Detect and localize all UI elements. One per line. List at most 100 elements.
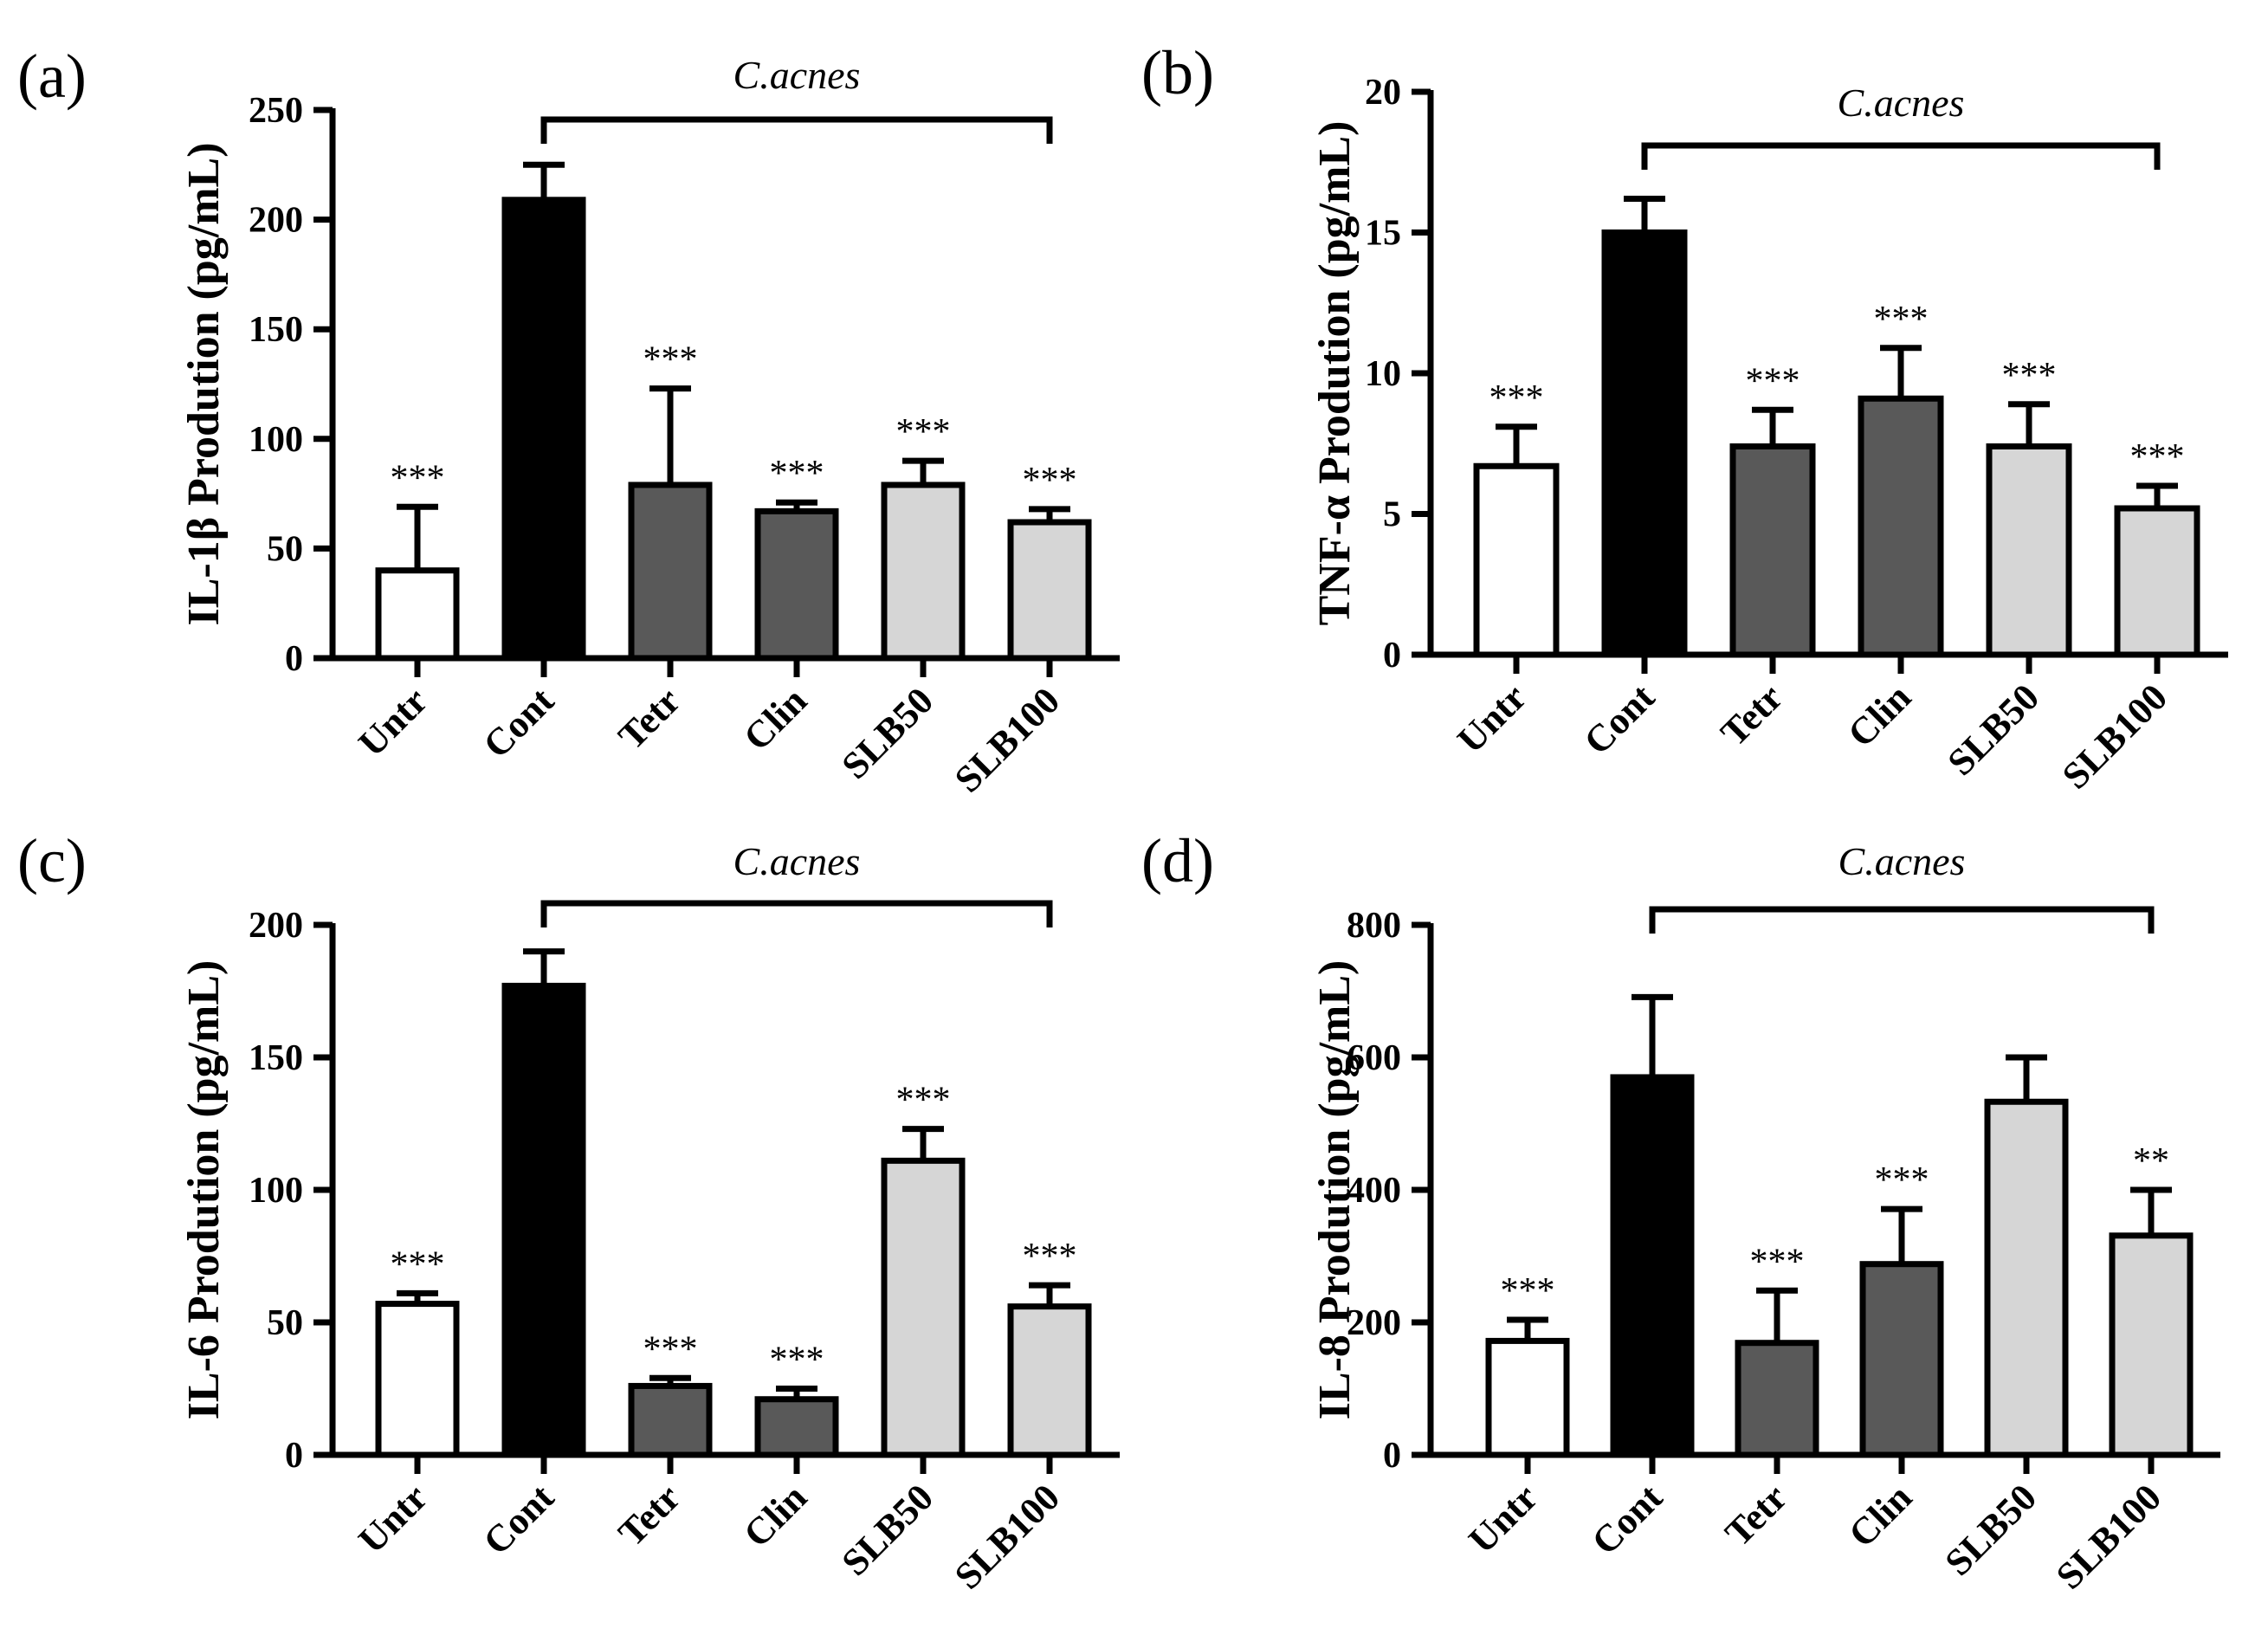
x-tick-label: SLB100 [947, 679, 1068, 800]
bar-slb100 [2114, 505, 2200, 658]
bar-untr [1473, 462, 1560, 658]
bar-tetr [1729, 443, 1816, 658]
y-tick-label: 600 [1347, 1038, 1401, 1078]
y-tick-label: 50 [267, 1303, 303, 1343]
x-tick-label: Cont [1584, 1476, 1671, 1563]
bar-cont [1610, 1074, 1695, 1458]
bar-slb50 [1984, 1098, 2069, 1458]
x-tick-label: SLB100 [947, 1476, 1068, 1597]
group-bracket [540, 116, 1053, 144]
bar-clin [1859, 1261, 1944, 1458]
significance-label: *** [1874, 300, 1929, 339]
bar-clin [754, 1396, 839, 1458]
significance-label: *** [1875, 1160, 1929, 1200]
x-tick-label: SLB50 [833, 1476, 941, 1584]
y-tick-label: 800 [1347, 906, 1401, 946]
bar-untr [375, 567, 460, 662]
x-tick-label: Untr [350, 1476, 436, 1561]
x-tick-label: Cont [475, 679, 563, 766]
x-tick-label: Untr [1449, 675, 1535, 761]
significance-label: *** [1746, 361, 1800, 401]
group-bracket [1649, 906, 2155, 934]
significance-label: *** [643, 1329, 698, 1369]
bar-slb50 [1986, 443, 2072, 658]
bar-cont [501, 982, 586, 1458]
y-tick-label: 20 [1365, 73, 1401, 113]
x-tick-label: SLB50 [833, 679, 941, 787]
y-tick-label: 50 [267, 529, 303, 569]
y-axis-label: IL-6 Prodution (pg/mL) [179, 960, 229, 1420]
bar-untr [1485, 1337, 1570, 1458]
y-axis-label: IL-1β Prodution (pg/mL) [179, 142, 229, 625]
y-tick-label: 150 [249, 310, 303, 350]
x-tick-label: SLB100 [2054, 675, 2175, 797]
y-tick-label: 100 [249, 420, 303, 460]
y-tick-label: 200 [249, 201, 303, 241]
significance-label: *** [391, 1244, 445, 1284]
x-tick-label: SLB50 [1936, 1476, 2045, 1584]
bar-slb100 [2109, 1232, 2194, 1458]
significance-label: *** [391, 458, 445, 498]
x-tick-label: Clin [1839, 675, 1919, 755]
group-bracket [540, 900, 1053, 927]
y-tick-label: 5 [1383, 495, 1401, 535]
chart-panel-d: (d) IL-8 Prodution (pg/mL) 0 200 400 600 800 Un… [1141, 826, 2220, 1598]
significance-label: *** [2130, 437, 2185, 477]
y-tick-label: 0 [1383, 636, 1401, 675]
bar-tetr [628, 1382, 713, 1458]
significance-label: *** [1501, 1271, 1555, 1311]
bar-slb100 [1007, 1303, 1092, 1458]
significance-label: *** [770, 1341, 824, 1380]
bracket-label: C.acnes [1838, 81, 1965, 125]
significance-label: *** [2002, 356, 2057, 396]
x-tick-label: Cont [1576, 675, 1664, 763]
x-tick-label: Untr [350, 679, 436, 765]
bar-cont [501, 197, 586, 662]
panel-label: (c) [17, 826, 87, 895]
bar-slb100 [1007, 519, 1092, 662]
x-tick-label: SLB50 [1939, 675, 2047, 784]
bar-clin [754, 507, 839, 662]
x-tick-label: Tetr [1713, 675, 1792, 754]
y-tick-label: 10 [1365, 354, 1401, 394]
y-tick-label: 200 [249, 906, 303, 946]
panel-label: (a) [17, 42, 87, 111]
panel-label: (d) [1141, 826, 1214, 895]
y-tick-label: 100 [249, 1171, 303, 1211]
y-axis-label: IL-8 Prodution (pg/mL) [1310, 960, 1360, 1420]
bracket-label: C.acnes [733, 53, 861, 97]
y-tick-label: 200 [1347, 1303, 1401, 1343]
y-tick-label: 15 [1365, 214, 1401, 254]
significance-label: *** [1023, 461, 1077, 501]
significance-label: *** [1023, 1237, 1077, 1276]
x-tick-label: Clin [735, 679, 815, 759]
x-tick-label: Cont [475, 1476, 563, 1563]
y-tick-label: 250 [249, 91, 303, 131]
y-tick-label: 0 [285, 639, 303, 679]
y-tick-label: 150 [249, 1038, 303, 1078]
bar-slb50 [881, 481, 966, 662]
chart-panel-a: (a) IL-1β Prodution (pg/mL) 0 50 100 150 200 25… [17, 42, 1120, 801]
y-tick-label: 0 [1383, 1436, 1401, 1476]
chart-panel-c: (c) IL-6 Prodution (pg/mL) 0 50 100 150 200 Unt… [17, 826, 1120, 1598]
chart-panel-b: (b) TNF-α Prodution (pg/mL) 0 5 10 15 20 Untr **… [1141, 38, 2228, 798]
bracket-label: C.acnes [733, 839, 861, 883]
bar-cont [1601, 229, 1688, 658]
x-tick-label: Tetr [611, 679, 689, 758]
significance-label: ** [2133, 1141, 2169, 1181]
significance-label: *** [1750, 1242, 1805, 1282]
bracket-label: C.acnes [1838, 839, 1966, 883]
y-tick-label: 0 [285, 1436, 303, 1476]
y-tick-label: 400 [1347, 1171, 1401, 1211]
bar-clin [1858, 395, 1944, 658]
significance-label: *** [896, 1081, 951, 1121]
x-tick-label: Clin [735, 1476, 815, 1555]
group-bracket [1641, 142, 2161, 170]
bar-tetr [1735, 1340, 1819, 1458]
y-axis-label: TNF-α Prodution (pg/mL) [1310, 121, 1360, 626]
bar-tetr [628, 481, 713, 662]
x-tick-label: Clin [1840, 1476, 1920, 1555]
bar-slb50 [881, 1157, 966, 1458]
bar-untr [375, 1301, 460, 1458]
